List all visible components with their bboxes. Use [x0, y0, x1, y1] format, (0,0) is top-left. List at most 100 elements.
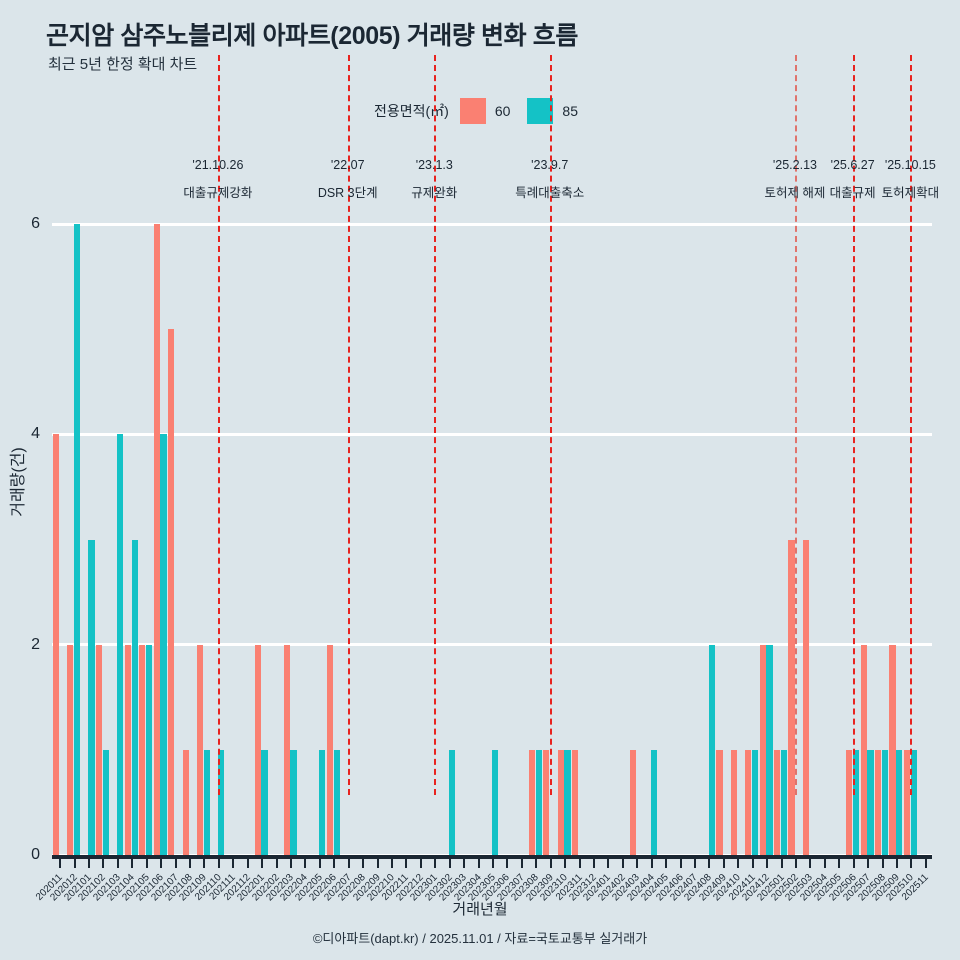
event-line-202110: [217, 55, 220, 795]
legend-title: 전용면적(㎡): [373, 103, 449, 119]
y-tick-label: 6: [31, 215, 40, 233]
bar-85-202501: [780, 749, 787, 855]
event-label: 대출규제강화: [183, 186, 253, 200]
event-date: '25.2.13: [772, 158, 817, 172]
bar-85-202308: [535, 749, 542, 855]
x-tick: [535, 859, 538, 868]
bar-85-202408: [708, 644, 715, 855]
event-line-202506: [852, 55, 855, 795]
page-title: 곤지암 삼주노블리제 아파트(2005) 거래량 변화 흐름: [46, 22, 578, 50]
event-line-202510: [910, 55, 913, 795]
bar-85-202412: [766, 644, 773, 855]
legend-label-85: 85: [562, 103, 578, 119]
x-tick: [852, 859, 855, 868]
x-tick: [650, 859, 653, 868]
bar-60-202508: [875, 749, 882, 855]
bar-85-202205: [319, 749, 326, 855]
x-axis-title: 거래년월: [452, 901, 508, 918]
event-date: '23.1.3: [415, 158, 453, 172]
x-tick: [261, 859, 264, 868]
plot-area: [52, 55, 932, 857]
x-tick: [794, 859, 797, 868]
event-date: '21.10.26: [192, 158, 244, 172]
bar-60-202308: [528, 749, 535, 855]
x-tick: [578, 859, 581, 868]
x-tick: [116, 859, 119, 868]
bar-85-202508: [881, 749, 888, 855]
x-tick: [333, 859, 336, 868]
bar-60-202510: [903, 749, 911, 855]
gridline-y-2: [52, 643, 932, 647]
event-line-202207: [347, 55, 350, 795]
event-date: '25.10.15: [884, 158, 936, 172]
x-tick: [73, 859, 76, 868]
event-date: '25.6.27: [830, 158, 875, 172]
x-tick: [160, 859, 163, 868]
bar-60-202102: [95, 644, 103, 855]
bar-85-202103: [117, 434, 124, 855]
event-line-202301: [434, 55, 437, 795]
x-tick: [564, 859, 567, 868]
x-tick: [275, 859, 278, 868]
bar-60-202501: [774, 749, 781, 855]
x-tick: [838, 859, 841, 868]
x-tick: [203, 859, 206, 868]
x-tick: [693, 859, 696, 868]
x-tick: [217, 859, 220, 868]
x-tick: [145, 859, 148, 868]
bar-60-202502: [788, 539, 795, 855]
y-axis-title: 거래량(건): [10, 447, 27, 517]
x-tick: [434, 859, 437, 868]
x-tick: [520, 859, 523, 868]
x-tick: [102, 859, 105, 868]
bar-60-202206: [326, 644, 333, 855]
x-tick: [492, 859, 494, 868]
x-tick: [924, 859, 927, 868]
x-tick: [318, 859, 321, 868]
bar-60-202411: [745, 749, 752, 855]
event-annotation-202502: '25.2.13 토허제 해제: [764, 158, 825, 201]
bar-60-202105: [139, 644, 146, 855]
x-tick: [549, 859, 552, 868]
y-tick-label: 2: [31, 635, 40, 653]
x-tick: [362, 859, 365, 868]
event-label: 대출규제: [829, 186, 876, 200]
x-tick: [895, 859, 898, 868]
event-label: 특례대출축소: [515, 186, 585, 200]
x-tick: [376, 859, 379, 868]
x-tick: [232, 859, 235, 868]
bar-60-202311: [572, 749, 579, 855]
event-date: '23.9.7: [531, 158, 569, 172]
x-tick: [823, 859, 826, 868]
bar-60-202506: [846, 749, 853, 855]
event-line-202502: [794, 55, 797, 795]
x-tick: [780, 859, 783, 868]
x-tick: [737, 859, 740, 868]
legend-swatch-60: [459, 98, 486, 124]
bar-60-202310: [557, 749, 564, 855]
x-tick: [679, 859, 682, 868]
event-annotation-202207: '22.07 DSR 3단계: [318, 158, 378, 201]
bar-60-202109: [196, 644, 204, 855]
bar-85-202105: [146, 644, 153, 855]
bar-85-202012: [73, 224, 81, 855]
x-tick: [189, 859, 192, 868]
x-axis-line: [52, 855, 932, 859]
x-tick: [751, 859, 754, 868]
bar-60-202507: [860, 644, 867, 855]
x-tick: [607, 859, 610, 868]
x-tick: [636, 859, 639, 868]
bar-85-202305: [492, 749, 499, 855]
x-tick: [766, 859, 769, 868]
bar-85-202106: [160, 434, 167, 855]
bar-85-202510: [910, 749, 917, 855]
bar-60-202108: [182, 749, 189, 855]
bar-60-202503: [802, 539, 810, 855]
bar-60-202011: [52, 434, 59, 855]
event-annotation-202506: '25.6.27 대출규제: [830, 158, 876, 201]
bar-60-202012: [67, 644, 74, 855]
x-tick: [246, 859, 249, 868]
x-tick: [477, 859, 480, 868]
x-tick: [290, 859, 293, 868]
